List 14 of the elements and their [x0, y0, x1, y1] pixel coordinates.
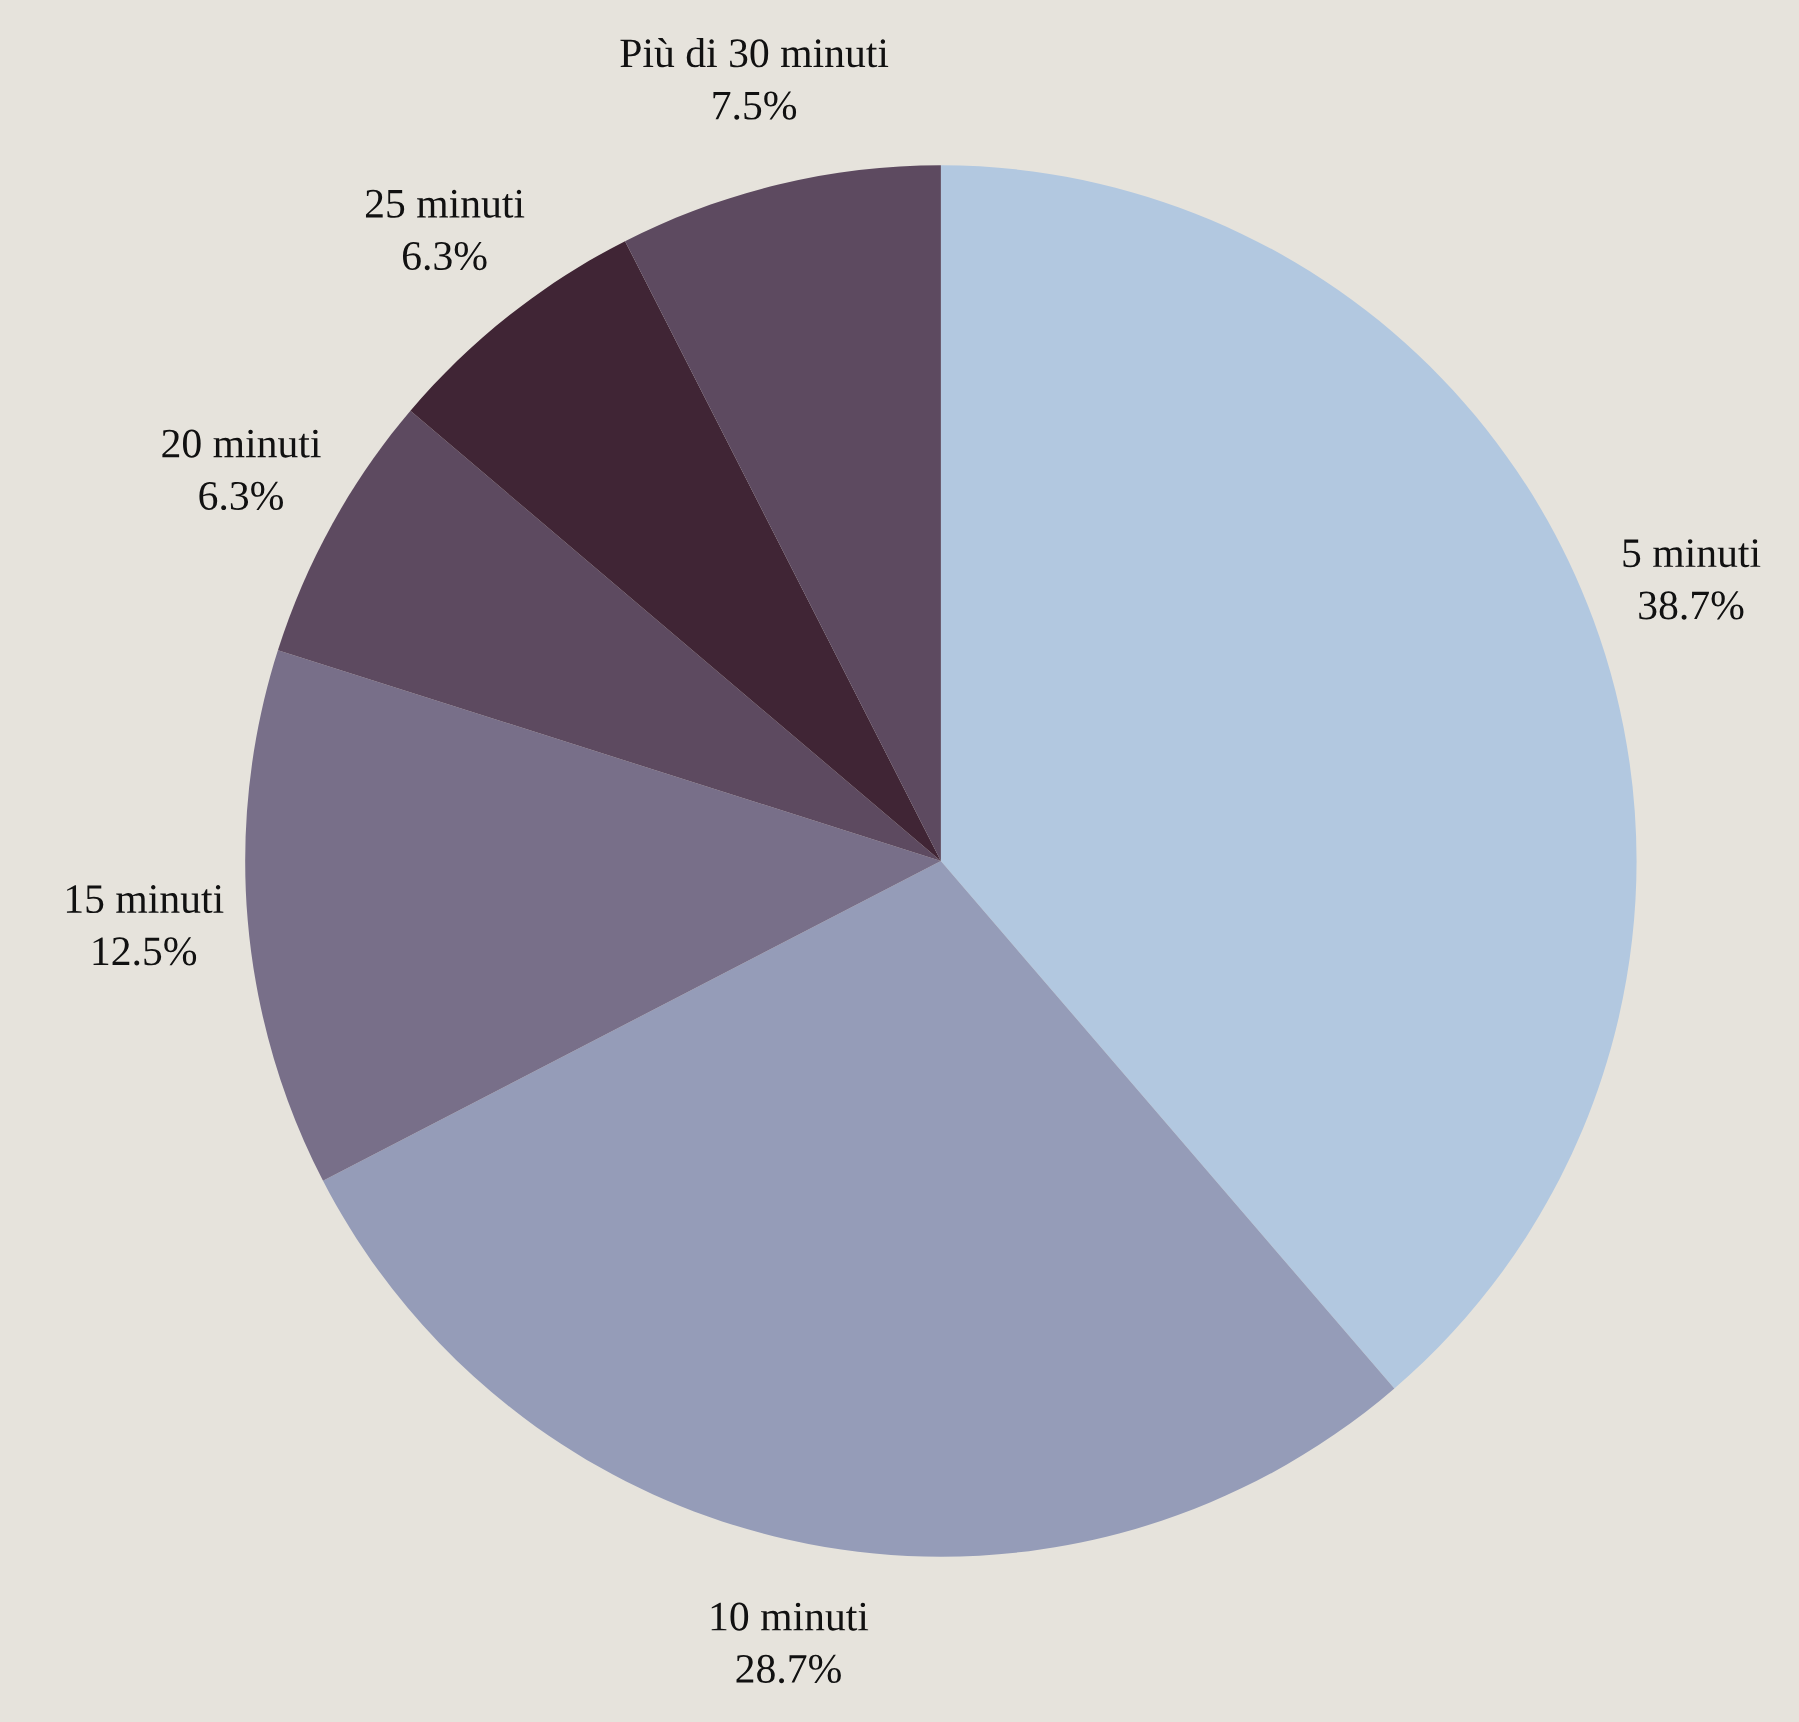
data-label: 6.3%	[402, 241, 487, 271]
pie-slice	[323, 861, 1395, 1557]
data-label: 7.5%	[713, 91, 797, 120]
slice-label: 10 minuti	[711, 1602, 869, 1631]
slice-label: 20 minuti	[162, 429, 321, 458]
slice-label: 15 minuti	[66, 885, 224, 914]
data-label: 12.5%	[93, 937, 197, 966]
slice-label: 5 minuti	[1623, 539, 1761, 568]
pie-slice	[245, 650, 941, 1181]
data-label: 38.7%	[1639, 591, 1744, 620]
data-label: 6.3%	[199, 481, 283, 511]
data-label: 28.7%	[736, 1654, 841, 1684]
slice-label: 25 minuti	[365, 189, 525, 218]
slice-label: Più di 30 minuti	[620, 37, 889, 68]
